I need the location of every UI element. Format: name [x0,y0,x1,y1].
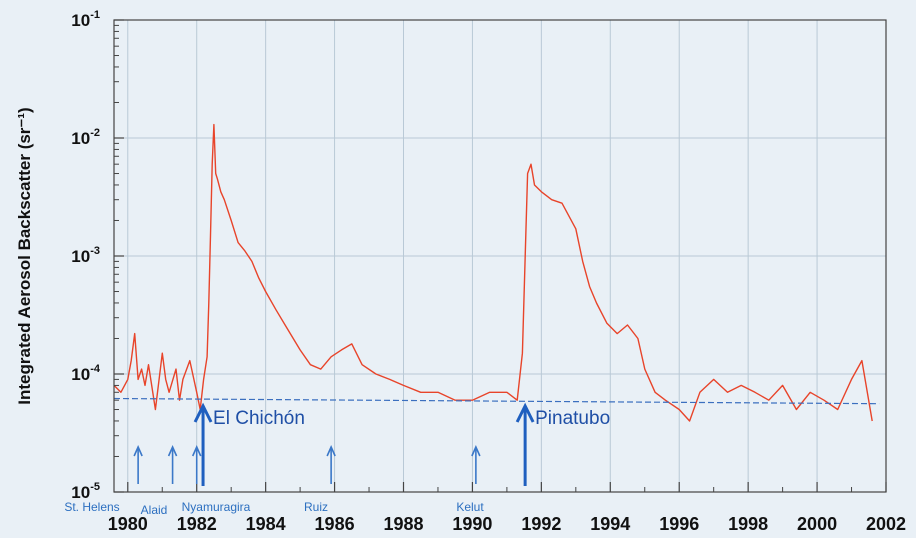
x-tick-label: 1990 [452,514,492,534]
volcano-arrow-head [471,445,481,457]
series-layer [113,123,880,422]
background-level-line [113,397,880,405]
x-tick-label: 1984 [246,514,286,534]
annotations: St. Helens Alaid Nyamuragira Ruiz Kelut El Ch… [64,402,610,517]
major-eruption-arrow-head [515,402,535,423]
volcano-arrow-head [326,445,336,457]
x-tick-label: 2000 [797,514,837,534]
volcano-arrow-head [191,445,202,457]
y-tick-label: 10-5 [71,481,100,502]
y-tick-label: 10-2 [71,127,100,148]
y-tick-label: 10-3 [71,245,100,266]
x-tick-label: 1988 [383,514,423,534]
volcano-arrow-head [133,445,143,457]
x-tick-label: 1996 [659,514,699,534]
volcano-label: Ruiz [304,500,328,514]
major-eruption-label: El Chichón [213,408,305,429]
x-tick-label: 1994 [590,514,630,534]
axis-ticks: 10-5 10-4 10-3 10-2 10-1 1980 1982 1984 1986 1988… [71,9,906,534]
major-eruption-label: Pinatubo [535,408,610,429]
major-eruption-arrow-head [193,402,213,423]
volcano-label: Kelut [456,500,484,514]
y-axis-label: Integrated Aerosol Backscatter (sr⁻¹) [15,107,34,404]
x-tick-label: 2002 [866,514,906,534]
volcano-label: Alaid [141,503,168,517]
x-tick-label: 1982 [177,514,217,534]
volcano-label: St. Helens [64,500,119,514]
x-tick-label: 1992 [521,514,561,534]
x-tick-label: 1980 [108,514,148,534]
y-tick-label: 10-1 [71,9,100,30]
x-tick-label: 1986 [315,514,355,534]
grid [114,19,886,493]
x-tick-label: 1998 [728,514,768,534]
backscatter-series-line [113,123,873,422]
y-tick-label: 10-4 [71,363,101,384]
volcano-arrow-head [167,445,178,457]
volcano-label: Nyamuragira [182,500,251,514]
